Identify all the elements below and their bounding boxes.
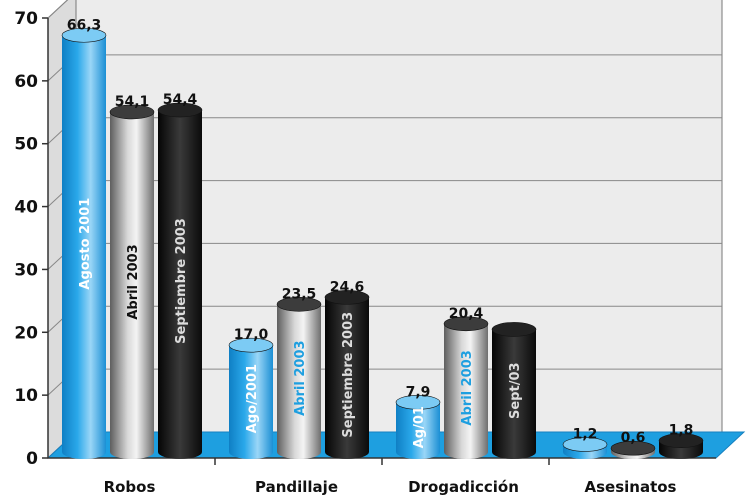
- x-tick-label: Robos: [104, 478, 156, 496]
- bar: [61, 27, 107, 459]
- bar-series-label: Ag/01: [412, 406, 427, 448]
- bar-top: [491, 322, 537, 337]
- bar: [157, 102, 203, 459]
- bar-base: [277, 445, 321, 459]
- x-tick-label: Asesinatos: [585, 478, 677, 496]
- bar-body: [325, 297, 369, 452]
- bar-top: [109, 104, 155, 120]
- bar: [109, 104, 155, 459]
- data-label: 0,6: [621, 430, 646, 446]
- bar-top: [276, 296, 322, 312]
- bar-body: [444, 323, 488, 452]
- bar-top: [562, 437, 608, 452]
- bar: [658, 433, 704, 459]
- bar-series-label: Agosto 2001: [78, 198, 93, 290]
- bar-body: [229, 345, 273, 452]
- bar: [610, 440, 656, 459]
- bar: [443, 316, 489, 459]
- bar-base: [492, 445, 536, 459]
- x-tick-label: Drogadicción: [408, 478, 519, 496]
- data-label: 7,9: [406, 384, 431, 400]
- bars: 66,3 Agosto 2001 54,1 Abril 2003 54,4 Septiem…: [61, 17, 704, 459]
- bar-body: [62, 35, 106, 452]
- bar-base: [110, 445, 154, 459]
- bar-top: [610, 440, 656, 456]
- data-label: 23,5: [282, 286, 317, 302]
- bar-series-label: Abril 2003: [293, 340, 308, 415]
- y-tick-label: 20: [14, 323, 38, 343]
- bar: [276, 296, 322, 459]
- y-tick-label: 60: [14, 72, 38, 92]
- bar-body: [110, 111, 154, 452]
- bar: [228, 337, 274, 459]
- bar-series-label: Abril 2003: [460, 350, 475, 425]
- y-tick-label: 70: [14, 9, 38, 29]
- bar-top: [658, 433, 704, 448]
- bar-body: [277, 304, 321, 452]
- bar-top: [324, 290, 370, 305]
- bar-body: [396, 402, 440, 452]
- bar: [324, 290, 370, 459]
- data-label: 1,8: [669, 423, 694, 439]
- data-label: 54,1: [115, 94, 150, 110]
- x-axis: Robos Pandillaje Drogadicción Asesinatos: [48, 457, 716, 496]
- bar-body: [158, 110, 202, 453]
- bar-top: [157, 102, 203, 118]
- y-tick-label: 10: [14, 386, 38, 406]
- bar-body: [492, 329, 536, 452]
- gridline: [47, 0, 69, 19]
- bar-base: [158, 445, 202, 459]
- y-axis: 0 10 20 30 40 50 60 70: [14, 9, 49, 469]
- x-tick-label: Pandillaje: [255, 478, 338, 496]
- bar-top: [443, 316, 489, 332]
- bar-base: [62, 445, 106, 459]
- bar-series-label: Ago/2001: [245, 364, 260, 433]
- data-label: 24,6: [330, 279, 365, 295]
- bar-base: [325, 445, 369, 459]
- bar-base: [444, 445, 488, 459]
- y-tick-label: 40: [14, 198, 38, 218]
- bar-top: [395, 395, 441, 410]
- bar-series-label: Septiembre 2003: [341, 312, 356, 438]
- data-label: 66,3: [67, 17, 102, 33]
- data-label: 1,2: [573, 426, 598, 442]
- data-label: 54,4: [163, 92, 198, 108]
- bar-base: [229, 445, 273, 459]
- bar-series-label: Abril 2003: [126, 244, 141, 319]
- bar-top: [228, 337, 274, 353]
- bar: [491, 322, 537, 459]
- bar-top: [61, 27, 107, 43]
- y-tick-label: 50: [14, 135, 38, 155]
- bar: [395, 395, 441, 459]
- bar: [562, 437, 608, 459]
- bar-series-label: Sept/03: [508, 362, 523, 419]
- data-label: 20,4: [449, 306, 484, 322]
- bar-series-label: Septiembre 2003: [174, 218, 189, 344]
- data-label: 17,0: [234, 327, 269, 343]
- bar-base: [659, 445, 703, 459]
- bar-base: [396, 445, 440, 459]
- y-tick-label: 30: [14, 260, 38, 280]
- y-tick-label: 0: [26, 449, 38, 469]
